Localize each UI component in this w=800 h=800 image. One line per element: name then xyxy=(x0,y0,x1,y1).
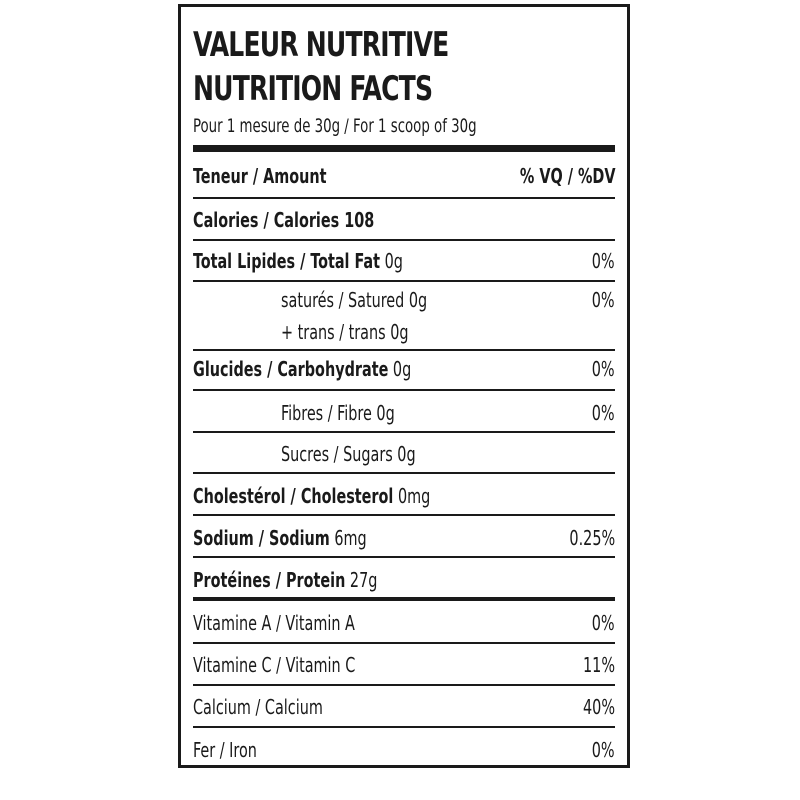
vitamins-rule xyxy=(193,597,615,601)
vitamin-dv: 0% xyxy=(592,611,615,635)
nutrient-label: Sodium / Sodium xyxy=(193,526,330,550)
nutrient-amount: 0g xyxy=(392,357,412,381)
nutrient-label: Total Lipides / Total Fat xyxy=(193,249,380,273)
divider xyxy=(193,197,615,199)
nutrient-dv: 0% xyxy=(592,249,615,273)
dv-header: % VQ / %DV xyxy=(519,164,615,188)
nutrient-row-cholesterol: Cholestérol / Cholesterol 0mg xyxy=(193,483,615,509)
nutrient-row-total-fat: Total Lipides / Total Fat 0g 0% xyxy=(193,248,615,274)
divider xyxy=(193,556,615,558)
vitamin-label: Calcium / Calcium xyxy=(193,695,323,719)
nutrient-label: Glucides / Carbohydrate xyxy=(193,357,389,381)
divider xyxy=(193,389,615,391)
vitamin-label: Vitamine C / Vitamin C xyxy=(193,653,356,677)
divider xyxy=(193,280,615,282)
header-rule xyxy=(193,145,615,152)
nutrient-row-sugars: Sucres / Sugars 0g xyxy=(193,441,615,467)
nutrient-row-carbohydrate: Glucides / Carbohydrate 0g 0% xyxy=(193,356,615,382)
divider xyxy=(193,514,615,516)
vitamin-dv: 0% xyxy=(592,738,615,762)
nutrient-row-saturated: saturés / Satured 0g 0% xyxy=(193,287,615,313)
nutrient-dv: 0% xyxy=(592,357,615,381)
nutrient-dv: 0.25% xyxy=(569,526,615,550)
nutrient-dv: 0% xyxy=(592,288,615,312)
nutrient-row-protein: Protéines / Protein 27g xyxy=(193,567,615,593)
nutrient-label: Cholestérol / Cholesterol xyxy=(193,484,394,508)
calories-label: Calories / Calories 108 xyxy=(193,208,375,232)
divider xyxy=(193,239,615,241)
nutrient-label: + trans / trans 0g xyxy=(281,320,409,344)
vitamin-dv: 11% xyxy=(583,653,615,677)
vitamin-row-c: Vitamine C / Vitamin C 11% xyxy=(193,652,615,678)
nutrient-label: Fibres / Fibre 0g xyxy=(281,401,395,425)
vitamin-label: Vitamine A / Vitamin A xyxy=(193,611,355,635)
divider xyxy=(193,472,615,474)
calories-row: Calories / Calories 108 xyxy=(193,207,615,233)
nutrition-facts-label: VALEUR NUTRITIVE NUTRITION FACTS Pour 1 … xyxy=(178,4,630,768)
amount-header: Teneur / Amount xyxy=(193,164,327,188)
nutrient-label: saturés / Satured 0g xyxy=(281,288,428,312)
vitamin-row-a: Vitamine A / Vitamin A 0% xyxy=(193,610,615,636)
nutrient-amount: 0mg xyxy=(397,484,431,508)
label-content: VALEUR NUTRITIVE NUTRITION FACTS Pour 1 … xyxy=(193,7,615,765)
vitamin-dv: 40% xyxy=(583,695,615,719)
nutrient-row-trans: + trans / trans 0g xyxy=(193,319,615,345)
vitamin-row-iron: Fer / Iron 0% xyxy=(193,737,615,763)
nutrient-row-fibre: Fibres / Fibre 0g 0% xyxy=(193,400,615,426)
nutrient-amount: 27g xyxy=(349,568,378,592)
nutrient-amount: 0g xyxy=(384,249,403,273)
divider xyxy=(193,349,615,351)
divider xyxy=(193,684,615,686)
divider xyxy=(193,642,615,644)
divider xyxy=(193,431,615,433)
column-header-row: Teneur / Amount % VQ / %DV xyxy=(193,163,615,189)
divider xyxy=(193,726,615,728)
nutrient-label: Sucres / Sugars 0g xyxy=(281,442,416,466)
nutrient-dv: 0% xyxy=(592,401,615,425)
nutrient-row-sodium: Sodium / Sodium 6mg 0.25% xyxy=(193,525,615,551)
nutrient-label: Protéines / Protein xyxy=(193,568,346,592)
vitamin-row-calcium: Calcium / Calcium 40% xyxy=(193,694,615,720)
vitamin-label: Fer / Iron xyxy=(193,738,257,762)
title-french: VALEUR NUTRITIVE xyxy=(193,25,449,65)
nutrient-amount: 6mg xyxy=(334,526,367,550)
title-english: NUTRITION FACTS xyxy=(193,69,433,109)
serving-size: Pour 1 mesure de 30g / For 1 scoop of 30… xyxy=(193,115,477,137)
